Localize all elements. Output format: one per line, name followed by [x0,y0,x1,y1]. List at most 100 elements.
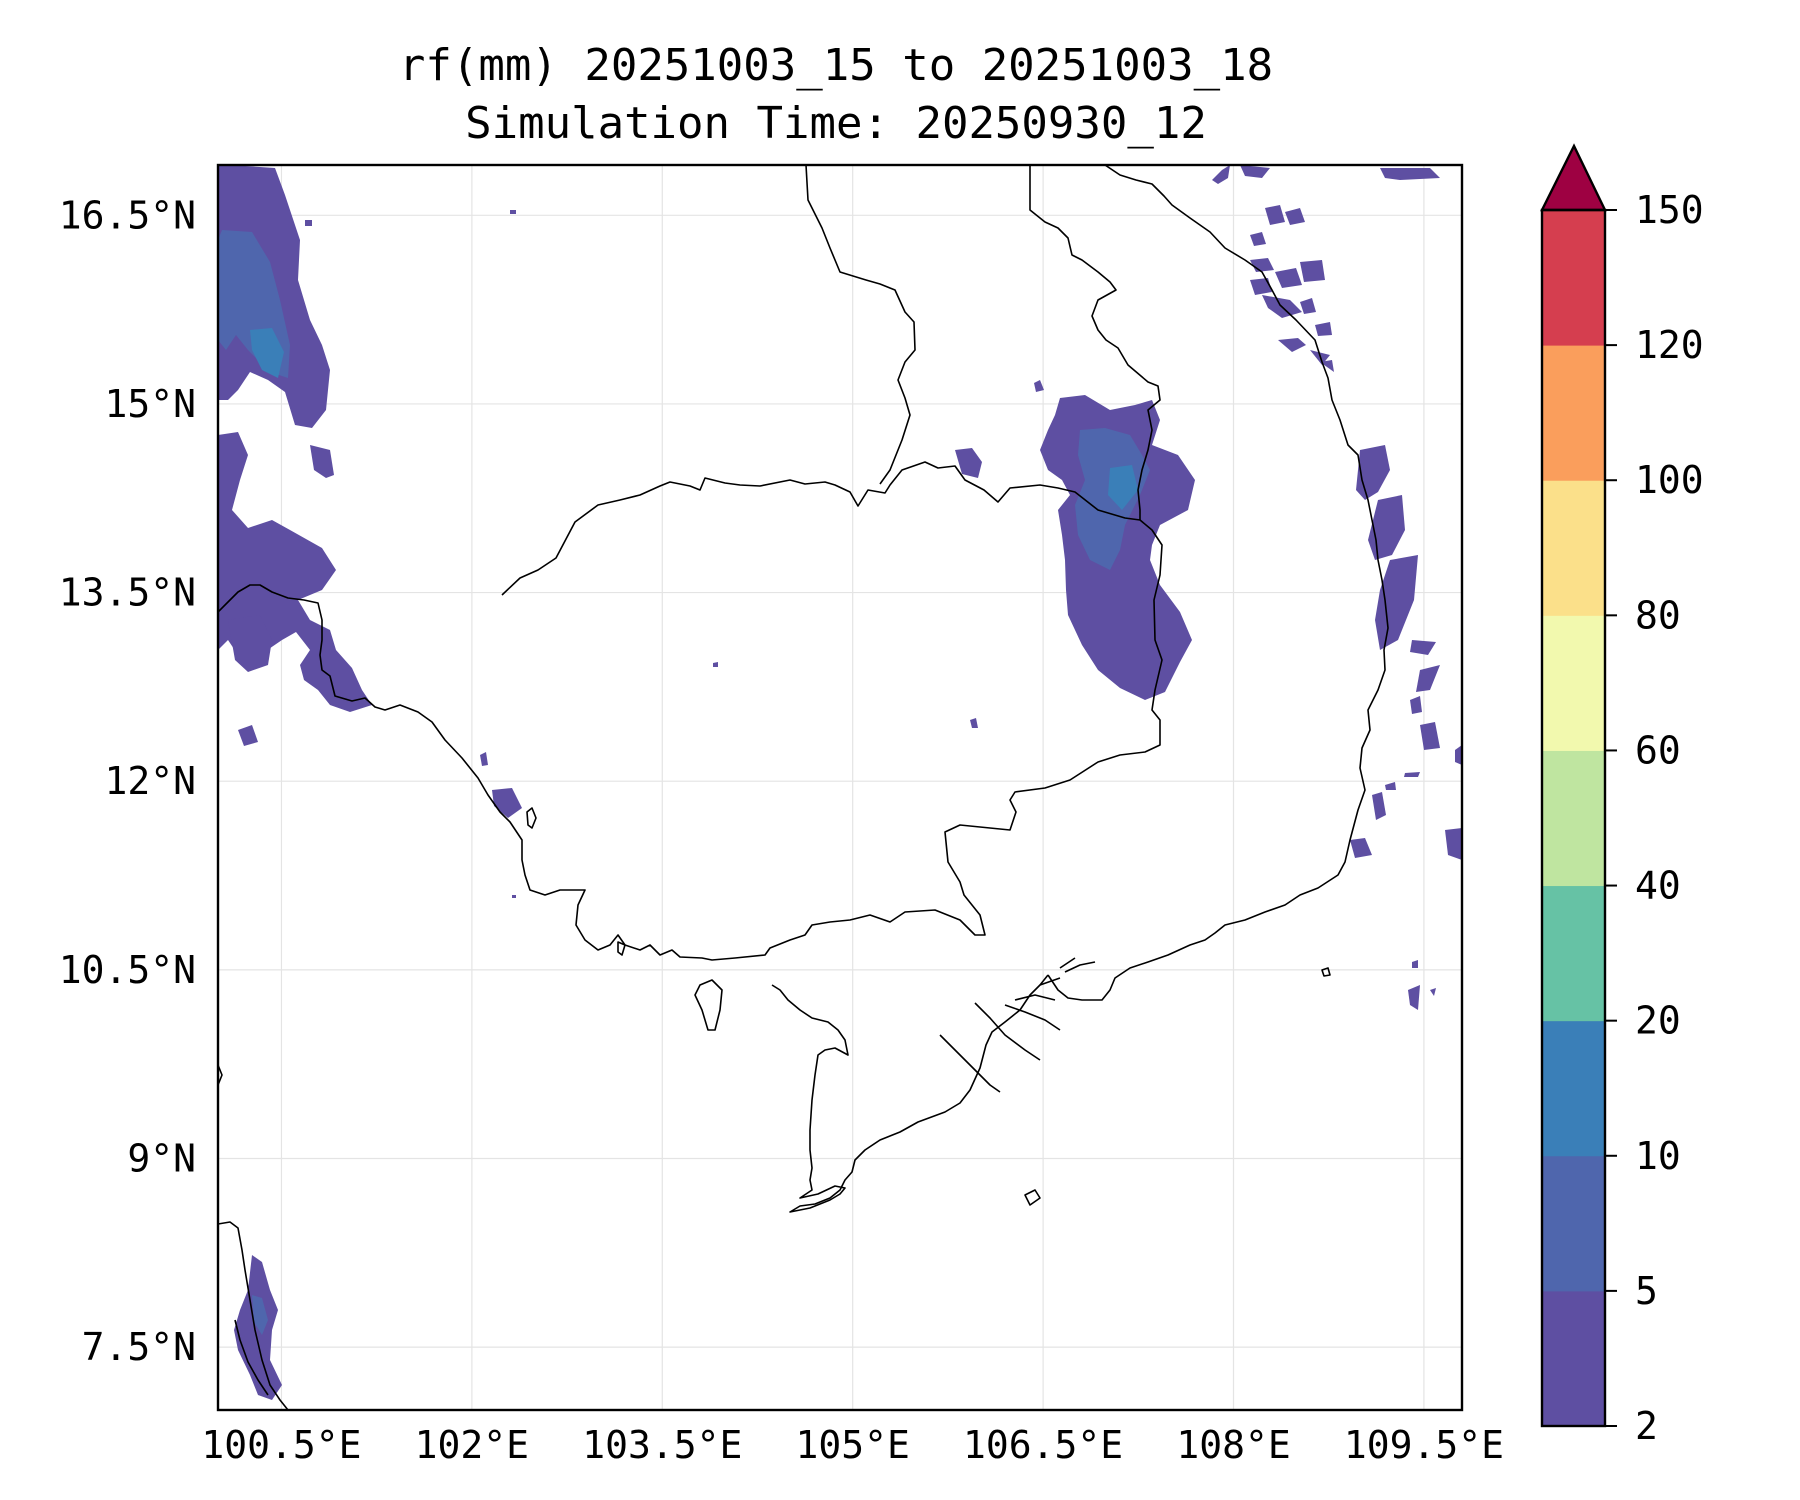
rain-area-vietnam-east-4 [1410,640,1436,655]
rain-area-vietnam-coast-12 [1278,338,1306,352]
colorbar-band-4 [1542,750,1605,887]
rain-area-vietnam-coast-14 [1315,322,1332,336]
title-line-1: rf(mm) 20251003_15 to 20251003_18 [399,40,1273,91]
colorbar-band-6 [1542,480,1605,616]
rain-area-vietnam-coast-13 [1300,298,1316,314]
rain-area-thailand-east-blob [310,445,334,478]
map-background [218,165,1462,1410]
colorbar-band-0 [1542,1290,1605,1427]
laos-vietnam-border [1029,165,1161,520]
rain-area-vietnam-coast-16 [1320,360,1334,372]
rain-area-thailand-north-peak [250,328,284,378]
colorbar-label-4: 40 [1635,864,1681,908]
island-4 [1321,967,1331,977]
colorbar-band-5 [1542,615,1605,751]
lon-tick-label-4: 106.5°E [963,1423,1123,1467]
lat-tick-label-6: 7.5°N [82,1325,196,1369]
colorbar-label-2: 10 [1635,1134,1681,1178]
lat-tick-label-2: 13.5°N [59,571,196,615]
map-area[interactable]: 100.5°E 102°E 103.5°E 105°E 106.5°E 108°E 109.… [59,163,1504,1467]
vietnam-coastline [1047,165,1389,1001]
lon-tick-label-0: 100.5°E [201,1423,361,1467]
rain-area-vietnam-coast-1 [1380,168,1440,180]
lon-tick-label-3: 105°E [795,1423,909,1467]
rain-area-south-core [252,1295,268,1335]
rain-area-gulf-5 [512,895,516,898]
rain-area-vietnam-east-9 [1372,792,1386,820]
rain-area-small-1 [238,725,258,746]
rain-area-small-3 [480,752,488,766]
lon-tick-label-2: 103.5°E [582,1423,742,1467]
rain-area-vietnam-east-5 [1416,665,1440,692]
cambodia-border [218,461,1163,961]
rain-area-vietnam-coast-5 [1250,232,1266,246]
lon-tick-label-5: 108°E [1176,1423,1290,1467]
rain-area-vietnam-east-13 [1412,960,1418,968]
rain-area-thailand-south-blob [228,615,272,672]
rain-area-vietnam-east-15 [1404,772,1420,777]
rain-area-vietnam-east-12 [1408,985,1420,1010]
rain-area-small-4 [955,448,982,478]
colorbar-band-8 [1542,210,1605,346]
laos-border [805,165,916,485]
rain-area-vietnam-coast-8 [1275,268,1302,288]
rainfall-contours [218,165,1462,1400]
rain-area-gulf-3 [510,210,516,214]
map-frame [216,163,1464,1412]
colorbar-band-7 [1542,345,1605,481]
colorbar-band-2 [1542,1020,1605,1157]
colorbar-label-3: 20 [1635,999,1681,1043]
island-1 [526,807,537,829]
colorbar: 2 5 10 20 40 60 80 100 120 150 [1540,143,1704,1448]
colorbar-frame [1540,208,1607,1428]
rain-area-vietnam-coast-10 [1300,260,1325,282]
rain-area-highlands-north [1034,380,1044,392]
rain-area-vietnam-east-11 [1445,828,1462,860]
rain-area-highlands-peak [1108,465,1138,510]
colorbar-label-8: 120 [1635,323,1704,367]
title-line-2: Simulation Time: 20250930_12 [465,98,1207,149]
lat-tick-label-4: 10.5°N [59,948,196,992]
rain-area-vietnam-coast-9 [1250,278,1272,295]
rain-area-vietnam-coast-3 [1212,165,1230,184]
rain-area-vietnam-east-7 [1420,722,1440,750]
island-2 [694,979,723,1031]
colorbar-label-5: 60 [1635,728,1681,772]
colorbar-bands [1542,210,1605,1427]
colorbar-band-3 [1542,885,1605,1022]
rain-area-vietnam-east-14 [1430,988,1436,996]
lat-tick-label-0: 16.5°N [59,193,196,237]
rain-area-gulf-1 [713,662,718,667]
rain-area-vietnam-east-6 [1410,696,1422,714]
rain-area-gulf-4 [305,220,312,226]
mekong-delta-coastline [771,974,1049,1213]
colorbar-extend-triangle [1540,143,1607,212]
lon-tick-label-6: 109.5°E [1344,1423,1504,1467]
rain-area-vietnam-coast-4 [1265,205,1285,225]
island-3 [1024,1189,1041,1206]
island-5 [617,941,626,956]
rain-area-vietnam-coast-6 [1285,208,1305,225]
rain-area-vietnam-east-16 [1385,782,1396,790]
rain-area-gulf-2 [970,718,978,728]
thailand-coastline [218,1064,289,1410]
colorbar-label-0: 2 [1635,1404,1658,1448]
colorbar-labels: 2 5 10 20 40 60 80 100 120 150 [1605,188,1704,1448]
colorbar-label-1: 5 [1635,1269,1658,1313]
colorbar-label-9: 150 [1635,188,1704,232]
rain-area-vietnam-east-8 [1455,745,1462,765]
lat-tick-label-3: 12°N [104,759,196,803]
rain-area-vietnam-east-3 [1375,555,1418,650]
rain-area-vietnam-east-10 [1350,838,1372,858]
colorbar-label-6: 80 [1635,593,1681,637]
colorbar-label-7: 100 [1635,458,1704,502]
rain-area-vietnam-coast-2 [1240,165,1270,178]
delta-river-mouths [939,957,1096,1093]
lon-tick-label-1: 102°E [415,1423,529,1467]
axis-ticks: 100.5°E 102°E 103.5°E 105°E 106.5°E 108°E 109.… [59,193,1504,1467]
lat-tick-label-1: 15°N [104,382,196,426]
colorbar-band-1 [1542,1155,1605,1292]
lat-tick-label-5: 9°N [127,1136,196,1180]
coastlines-and-borders [218,165,1389,1410]
